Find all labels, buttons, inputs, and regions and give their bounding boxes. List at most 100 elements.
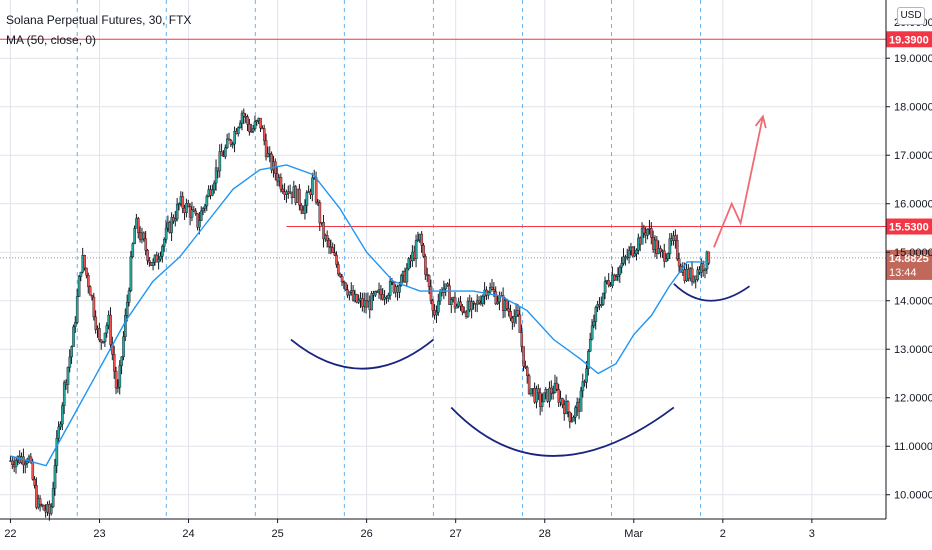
candle-body [420, 233, 424, 246]
candle-body [618, 266, 622, 275]
y-tick-label: 17.0000 [894, 150, 932, 162]
candle-body [142, 232, 146, 240]
candle-body [568, 411, 572, 422]
candle-body [627, 250, 631, 258]
candle-body [509, 311, 512, 319]
candle-body [696, 269, 699, 281]
candle-body [342, 281, 346, 284]
candle-body [348, 291, 351, 296]
candle-body [14, 460, 18, 468]
candle-body [690, 268, 694, 283]
candle-body [481, 295, 485, 304]
candle-body [664, 258, 668, 262]
candle-body [472, 301, 475, 304]
candle-body [131, 243, 135, 257]
candle-body [594, 307, 598, 322]
candle-body [329, 246, 333, 249]
candle-body [177, 203, 181, 205]
annotations [290, 114, 767, 457]
candle-body [70, 346, 73, 358]
price-levels: 19.3900 15.5300 14.8825 13:44 [0, 31, 932, 280]
candle-body [592, 321, 596, 327]
cup-arc [450, 406, 675, 457]
y-tick-label: 13.0000 [894, 344, 932, 356]
candle-body [68, 356, 72, 368]
candles [9, 108, 711, 521]
candle-body [116, 387, 120, 389]
candle-body [620, 263, 624, 268]
candle-body [194, 210, 198, 214]
candle-body [125, 302, 129, 316]
candle-body [561, 398, 564, 405]
candle-body [174, 218, 177, 222]
candle-body [548, 387, 551, 402]
candle-body [120, 356, 123, 366]
candle-body [61, 405, 64, 425]
candle-body [53, 465, 57, 489]
candle-body [281, 188, 285, 192]
candle-body [622, 256, 625, 264]
candle-body [144, 238, 148, 251]
x-tick-label: Mar [624, 528, 643, 540]
candle-body [251, 128, 255, 132]
candle-body [407, 258, 411, 270]
candle-body [607, 280, 611, 286]
candle-body [250, 131, 253, 133]
candle-body [507, 308, 511, 312]
candle-body [490, 286, 494, 290]
candle-body [77, 276, 81, 297]
candle-body [246, 116, 249, 125]
x-tick-label: 22 [4, 528, 16, 540]
candle-body [470, 301, 474, 311]
candle-body [566, 401, 570, 413]
candle-body [327, 240, 331, 248]
candle-body [303, 205, 307, 214]
x-tick-label: 3 [809, 528, 815, 540]
candle-body [640, 227, 644, 245]
candle-body [157, 258, 161, 263]
candle-body [642, 227, 646, 234]
candle-body [414, 239, 418, 260]
candle-body [237, 127, 240, 134]
candle-body [175, 204, 179, 220]
candle-body [83, 255, 86, 269]
candle-body [38, 498, 42, 506]
candle-body [94, 316, 98, 330]
candle-body [663, 250, 666, 262]
price-level-label: 15.5300 [889, 222, 929, 234]
current-price-tag [886, 249, 932, 280]
candle-body [666, 253, 670, 260]
candle-body [631, 246, 635, 257]
candle-body [146, 250, 149, 261]
candle-body [253, 121, 257, 129]
candle-body [264, 140, 268, 157]
candle-body [266, 153, 270, 157]
candle-body [496, 301, 499, 305]
price-level-tag [886, 31, 932, 48]
candle-body [220, 151, 223, 156]
candle-body [79, 271, 83, 277]
candle-body [520, 332, 524, 347]
candle-body [66, 367, 70, 385]
candle-body [513, 316, 516, 323]
candle-body [550, 387, 553, 394]
candle-body [707, 251, 711, 264]
candle-body [305, 192, 309, 206]
candle-body [114, 370, 118, 389]
candle-body [357, 300, 361, 303]
candle-body [24, 462, 27, 466]
candle-body [453, 297, 457, 309]
candle-body [103, 332, 107, 342]
grid [0, 0, 886, 519]
candle-body [255, 120, 259, 122]
candle-body [31, 461, 35, 480]
candle-body [340, 276, 344, 282]
candle-body [112, 354, 116, 372]
currency-badge[interactable]: USD [897, 7, 925, 25]
candle-body [127, 290, 131, 303]
candle-body [505, 300, 509, 309]
candle-body [151, 262, 155, 266]
candle-body [601, 292, 605, 305]
